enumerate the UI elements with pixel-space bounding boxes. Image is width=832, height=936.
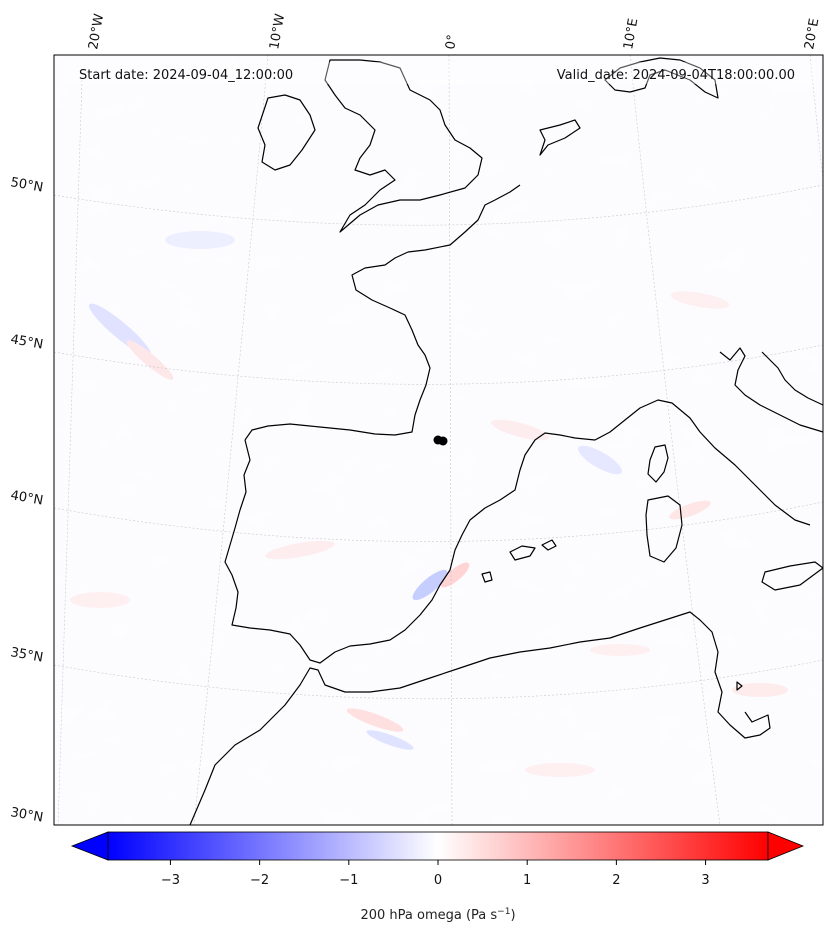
coast-adriatic	[761, 351, 823, 406]
colorbar-tick-label: 0	[434, 873, 442, 888]
coast-brittany-biscay	[244, 251, 431, 441]
location-marker	[433, 435, 448, 446]
lon-label-10w: 10°W	[267, 13, 288, 51]
coast-balearics-2	[541, 539, 557, 551]
coast-balearics	[509, 545, 536, 561]
coast-ibiza	[481, 571, 493, 583]
lon-label-20w: 20°W	[86, 13, 107, 51]
colorbar-extend-max	[767, 831, 805, 861]
coast-ireland	[257, 94, 316, 171]
colorbar-extend-min	[70, 831, 109, 861]
lon-label-10e: 10°E	[621, 17, 641, 50]
colorbar-tick-label: 3	[701, 873, 709, 888]
lat-label-30n: 30°N	[9, 805, 44, 825]
lon-label-0: 0°	[443, 34, 460, 51]
start-date-text: Start date: 2024-09-04_12:00:00	[79, 68, 293, 83]
coast-sicily	[761, 561, 823, 591]
coast-italy	[719, 347, 823, 433]
lat-label-45n: 45°N	[9, 332, 44, 352]
lat-label-40n: 40°N	[9, 488, 44, 508]
coast-great-britain	[324, 59, 483, 233]
colorbar-ticks: −3 −2 −1 0 1 2 3	[161, 860, 710, 888]
graticule	[54, 55, 823, 825]
map-panel	[54, 55, 823, 825]
coast-iberia	[224, 399, 811, 664]
coast-north-africa	[189, 611, 771, 825]
coast-tunisia-islands	[736, 681, 743, 691]
coast-scandinavia	[604, 57, 719, 99]
colorbar-tick-label: 1	[523, 873, 531, 888]
map-border	[53, 54, 824, 826]
colorbar-tick-label: −2	[250, 873, 269, 888]
omega-anomalies	[70, 231, 788, 777]
colorbar-tick-label: −1	[339, 873, 358, 888]
coastlines	[189, 57, 823, 825]
colorbar-bar	[107, 831, 769, 861]
coast-sardinia	[645, 495, 683, 563]
colorbar-tick-label: −3	[161, 873, 180, 888]
coast-jutland	[539, 119, 581, 156]
coast-north-sea	[407, 184, 521, 253]
colorbar: −3 −2 −1 0 1 2 3 200 hPa omega (Pa s−1)	[70, 831, 805, 923]
colorbar-tick-label: 2	[612, 873, 620, 888]
lon-label-20e: 20°E	[802, 17, 822, 50]
lat-label-35n: 35°N	[9, 645, 44, 665]
valid-date-text: Valid_date: 2024-09-04T18:00:00.00	[557, 68, 795, 83]
colorbar-label: 200 hPa omega (Pa s−1)	[360, 907, 515, 923]
lat-label-50n: 50°N	[9, 175, 44, 195]
coast-corsica	[647, 444, 669, 483]
